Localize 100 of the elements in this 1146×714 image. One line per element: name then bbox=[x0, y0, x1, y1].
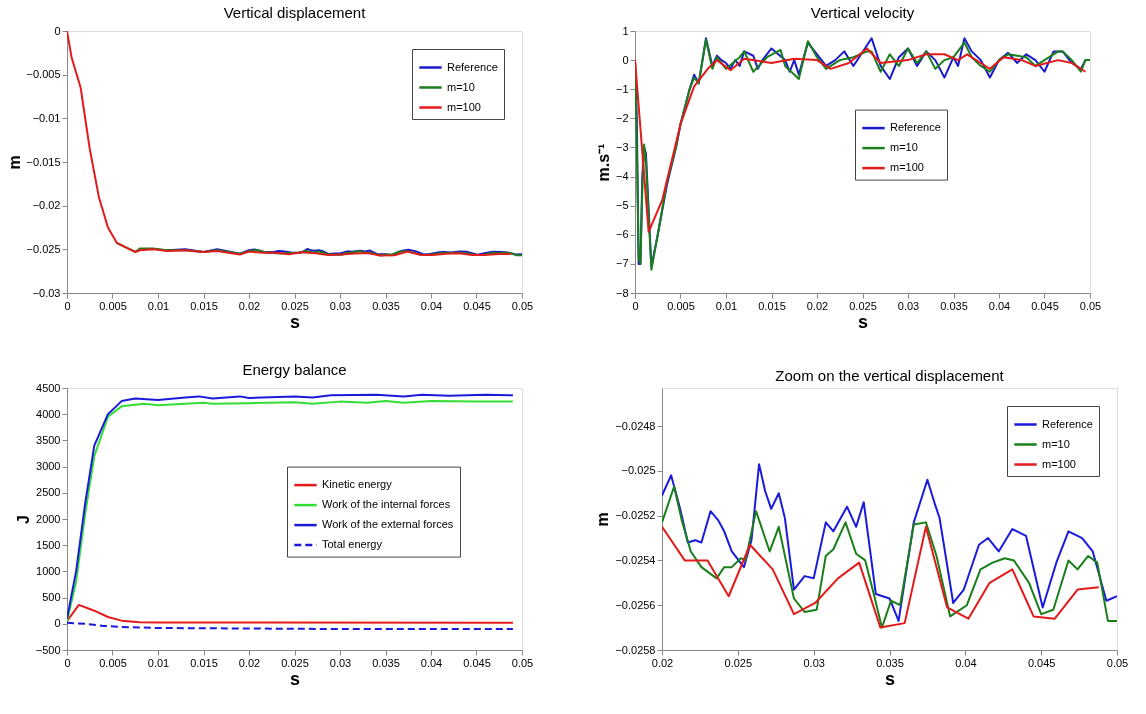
legend-label: m=100 bbox=[447, 100, 481, 113]
y-tick-label: −5 bbox=[615, 199, 629, 212]
y-tick-label: 3500 bbox=[36, 433, 61, 446]
y-tick-label: −1 bbox=[615, 82, 629, 95]
x-tick-label: 0.04 bbox=[420, 656, 443, 669]
x-tick-label: 0.005 bbox=[667, 299, 695, 312]
y-tick-label: 0 bbox=[54, 24, 61, 37]
x-tick-label: 0.01 bbox=[715, 299, 738, 312]
y-tick-label: 2500 bbox=[36, 486, 61, 499]
line-series bbox=[635, 47, 1087, 233]
x-tick-label: 0.015 bbox=[190, 299, 218, 312]
legend-label: Total energy bbox=[322, 538, 383, 551]
y-tick-label: −500 bbox=[35, 643, 61, 656]
x-tick-label: 0.04 bbox=[988, 299, 1011, 312]
x-tick-label: 0.045 bbox=[463, 299, 491, 312]
y-tick-label: 0 bbox=[622, 53, 629, 66]
y-tick-label: −3 bbox=[615, 140, 629, 153]
y-tick-label: 4000 bbox=[36, 407, 61, 420]
y-tick-label: −0.01 bbox=[32, 111, 61, 124]
legend-label: m=100 bbox=[1042, 457, 1076, 470]
y-tick-label: −7 bbox=[615, 257, 629, 270]
chart-title: Vertical velocity bbox=[810, 4, 915, 21]
legend-label: Reference bbox=[1042, 417, 1093, 430]
legend-label: Reference bbox=[447, 60, 498, 73]
x-tick-label: 0.02 bbox=[806, 299, 829, 312]
y-axis-title: m.s⁻¹ bbox=[594, 143, 612, 182]
x-tick-label: 0.02 bbox=[238, 656, 261, 669]
x-tick-label: 0.03 bbox=[803, 656, 825, 669]
line-series bbox=[67, 603, 514, 624]
line-series bbox=[662, 485, 1117, 629]
x-tick-label: 0.035 bbox=[876, 656, 904, 669]
y-tick-label: −0.0256 bbox=[615, 598, 656, 611]
legend-label: Reference bbox=[890, 121, 941, 134]
x-tick-label: 0.01 bbox=[147, 299, 170, 312]
y-tick-label: −8 bbox=[615, 286, 629, 299]
x-tick-label: 0.03 bbox=[329, 656, 352, 669]
x-tick-label: 0 bbox=[64, 656, 71, 669]
y-tick-label: −0.025 bbox=[621, 464, 656, 477]
x-axis-title: s bbox=[857, 311, 869, 332]
legend-label: m=10 bbox=[890, 141, 918, 154]
x-tick-label: 0.05 bbox=[511, 656, 534, 669]
x-tick-label: 0.025 bbox=[281, 656, 309, 669]
x-tick-label: 0.035 bbox=[372, 656, 400, 669]
x-tick-label: 0.025 bbox=[281, 299, 309, 312]
x-axis-title: s bbox=[289, 668, 301, 689]
x-tick-label: 0.045 bbox=[1027, 656, 1056, 669]
y-tick-label: −0.03 bbox=[32, 286, 61, 299]
chart-title: Energy balance bbox=[242, 361, 347, 378]
x-tick-label: 0 bbox=[64, 299, 71, 312]
y-tick-label: 0 bbox=[54, 617, 61, 630]
x-tick-label: 0.015 bbox=[758, 299, 786, 312]
x-tick-label: 0.015 bbox=[190, 656, 218, 669]
x-tick-label: 0.05 bbox=[1106, 656, 1129, 669]
legend-label: Work of the external forces bbox=[322, 518, 454, 531]
x-tick-label: 0.05 bbox=[1079, 299, 1102, 312]
x-tick-label: 0.04 bbox=[955, 656, 977, 669]
y-tick-label: −0.0248 bbox=[615, 419, 656, 432]
legend-label: m=10 bbox=[447, 80, 475, 93]
chart-title: Zoom on the vertical displacement bbox=[775, 367, 1005, 384]
y-tick-label: −0.025 bbox=[26, 242, 61, 255]
line-series bbox=[662, 525, 1100, 629]
x-tick-label: 0.03 bbox=[329, 299, 352, 312]
x-tick-label: 0.01 bbox=[147, 656, 170, 669]
x-tick-label: 0.035 bbox=[940, 299, 968, 312]
y-tick-label: −0.0252 bbox=[615, 509, 656, 522]
y-tick-label: −0.0254 bbox=[615, 553, 656, 566]
x-tick-label: 0.04 bbox=[420, 299, 443, 312]
legend-label: m=10 bbox=[1042, 437, 1070, 450]
y-tick-label: 1500 bbox=[36, 538, 61, 551]
y-tick-label: −0.02 bbox=[32, 199, 61, 212]
y-axis-title: m bbox=[5, 155, 23, 170]
y-tick-label: −0.0258 bbox=[615, 643, 656, 656]
x-tick-label: 0.025 bbox=[724, 656, 753, 669]
chart-title: Vertical displacement bbox=[223, 4, 367, 21]
legend-label: Kinetic energy bbox=[322, 478, 393, 491]
y-tick-label: −4 bbox=[615, 170, 629, 183]
x-tick-label: 0.045 bbox=[463, 656, 491, 669]
y-tick-label: 500 bbox=[42, 591, 61, 604]
x-tick-label: 0.045 bbox=[1031, 299, 1059, 312]
y-tick-label: 2000 bbox=[36, 512, 61, 525]
x-axis-title: s bbox=[289, 311, 301, 332]
x-axis-title: s bbox=[884, 668, 896, 689]
y-tick-label: 4500 bbox=[36, 381, 61, 394]
legend-label: m=100 bbox=[890, 161, 924, 174]
line-series bbox=[67, 621, 514, 631]
y-axis-title: J bbox=[14, 515, 32, 524]
y-axis-title: m bbox=[594, 512, 612, 527]
y-tick-label: 1000 bbox=[36, 564, 61, 577]
x-tick-label: 0.05 bbox=[511, 299, 534, 312]
x-tick-label: 0.03 bbox=[897, 299, 920, 312]
x-tick-label: 0.035 bbox=[372, 299, 400, 312]
y-tick-label: 1 bbox=[622, 24, 629, 37]
x-tick-label: 0.005 bbox=[99, 299, 127, 312]
y-tick-label: −2 bbox=[615, 111, 629, 124]
x-tick-label: 0.025 bbox=[849, 299, 877, 312]
y-tick-label: −0.015 bbox=[26, 155, 61, 168]
x-tick-label: 0.02 bbox=[651, 656, 674, 669]
y-tick-label: −6 bbox=[615, 228, 629, 241]
x-tick-label: 0.005 bbox=[99, 656, 127, 669]
legend-label: Work of the internal forces bbox=[322, 498, 451, 511]
